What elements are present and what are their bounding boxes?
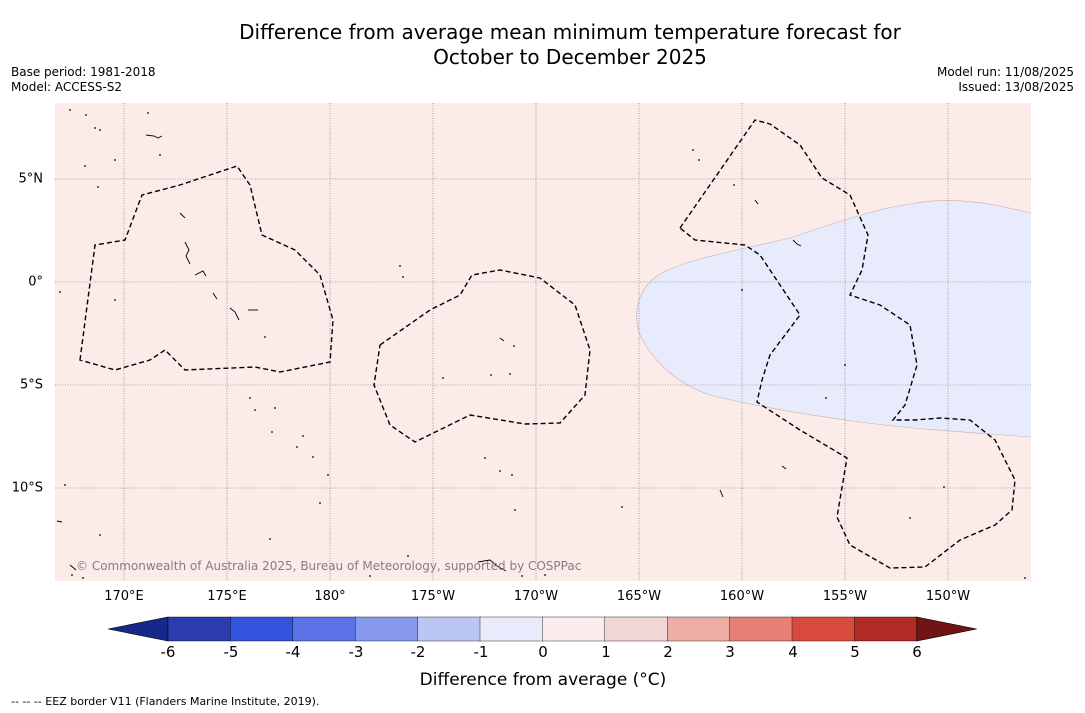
eez-border-phoenix <box>373 269 591 443</box>
colorbar-label: Difference from average (°C) <box>419 670 667 690</box>
colorbar-segment <box>355 616 419 642</box>
model-run-date: Model run: 11/08/2025 <box>936 65 1074 79</box>
colorbar-segment <box>417 616 481 642</box>
region-outline <box>636 200 1032 438</box>
issued-date: Issued: 13/08/2025 <box>958 80 1074 94</box>
colorbar-tick-label: -4 <box>285 643 301 661</box>
graticule <box>55 103 1031 581</box>
eez-borders <box>79 119 1016 569</box>
colorbar-extend-low <box>107 616 169 642</box>
lon-label: 180° <box>314 589 346 604</box>
lon-label: 150°W <box>925 589 971 604</box>
lon-label: 170°W <box>513 589 559 604</box>
island-dots <box>59 109 1026 579</box>
colorbar-segment <box>791 616 856 642</box>
model-info: Base period: 1981-2018 Model: ACCESS-S2 <box>11 65 156 95</box>
eez-border-kiribati-gilberts <box>79 165 334 373</box>
colorbar-segment <box>167 616 232 642</box>
lon-label: 175°W <box>410 589 456 604</box>
colorbar-segment <box>479 616 544 642</box>
colorbar-segment <box>230 616 294 642</box>
colorbar <box>107 616 977 642</box>
colorbar-tick-label: -3 <box>348 643 364 661</box>
lat-label: 5°S <box>19 377 43 393</box>
eez-border-line-islands <box>679 119 1016 569</box>
copyright-notice: © Commonwealth of Australia 2025, Bureau… <box>76 559 582 573</box>
colorbar-tick-label: 5 <box>850 643 860 661</box>
colorbar-segment <box>854 616 918 642</box>
colorbar-extend-high <box>916 616 977 642</box>
below-average-region <box>636 200 1031 437</box>
lon-label: 170°E <box>104 589 144 604</box>
colorbar-tick-label: -1 <box>473 643 489 661</box>
model-name: Model: ACCESS-S2 <box>11 80 123 94</box>
colorbar-tick-label: -6 <box>160 643 176 661</box>
colorbar-segment <box>542 616 606 642</box>
colorbar-tick-label: 6 <box>912 643 922 661</box>
lat-label: 10°S <box>11 480 43 496</box>
lon-label: 165°W <box>616 589 662 604</box>
colorbar-tick-label: 4 <box>788 643 798 661</box>
title-line-2: October to December 2025 <box>433 45 707 69</box>
lon-label: 175°E <box>207 589 247 604</box>
colorbar-tick-label: -2 <box>410 643 426 661</box>
base-period: Base period: 1981-2018 <box>11 65 156 79</box>
colorbar-segment <box>667 616 731 642</box>
colorbar-tick-label: 1 <box>601 643 611 661</box>
eez-legend-note: -- -- -- EEZ border V11 (Flanders Marine… <box>11 695 320 708</box>
lon-label: 155°W <box>822 589 868 604</box>
map-title: Difference from average mean minimum tem… <box>0 20 1085 70</box>
lon-label: 160°W <box>719 589 765 604</box>
colorbar-tick-label: 2 <box>663 643 673 661</box>
colorbar-segment <box>729 616 793 642</box>
run-info: Model run: 11/08/2025 Issued: 13/08/2025 <box>937 65 1074 95</box>
colorbar-tick-label: -5 <box>223 643 239 661</box>
colorbar-segment <box>292 616 356 642</box>
colorbar-segment <box>604 616 668 642</box>
lat-label: 0° <box>28 274 43 290</box>
title-line-1: Difference from average mean minimum tem… <box>239 20 901 44</box>
colorbar-tick-label: 0 <box>538 643 548 661</box>
islands <box>56 134 802 572</box>
colorbar-tick-label: 3 <box>725 643 735 661</box>
lat-label: 5°N <box>18 171 44 187</box>
